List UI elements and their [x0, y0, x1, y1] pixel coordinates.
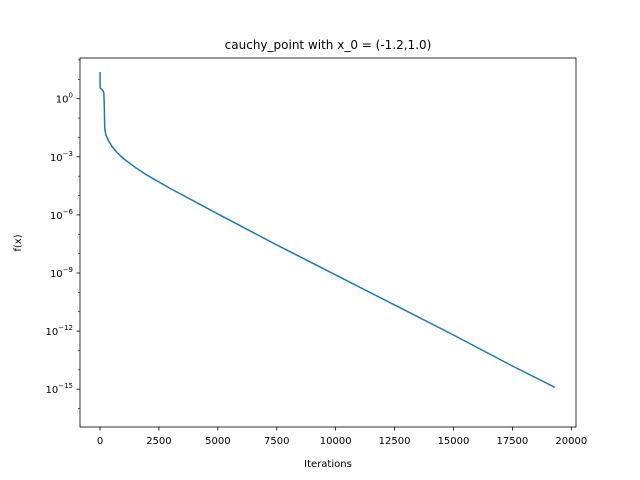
series-line-0	[99, 71, 556, 388]
x-axis-label: Iterations	[304, 459, 352, 470]
plot-area: 0 2500 5000 7500 10000 12500 15000 17500 20000 10…	[45, 57, 587, 447]
y-tick-label: 10−6	[50, 208, 74, 222]
axes-frame	[79, 57, 577, 428]
y-tick-label: 10−3	[50, 150, 73, 164]
x-tick-label: 12500	[379, 436, 411, 447]
chart-title: cauchy_point with x_0 = (-1.2,1.0)	[225, 38, 432, 52]
y-tick-label: 10−9	[50, 266, 73, 280]
x-tick-label: 10000	[320, 436, 352, 447]
x-tick-label: 20000	[555, 436, 587, 447]
x-tick-label: 7500	[264, 436, 289, 447]
y-tick-label: 100	[56, 92, 73, 106]
x-tick-label: 5000	[205, 436, 230, 447]
x-tick-label: 17500	[496, 436, 528, 447]
y-tick-label: 10−15	[45, 382, 73, 396]
y-tick-label: 10−12	[45, 324, 73, 338]
x-tick-label: 0	[97, 436, 103, 447]
x-tick-label: 2500	[146, 436, 171, 447]
y-axis-label: f(x)	[13, 234, 24, 251]
x-tick-label: 15000	[438, 436, 470, 447]
